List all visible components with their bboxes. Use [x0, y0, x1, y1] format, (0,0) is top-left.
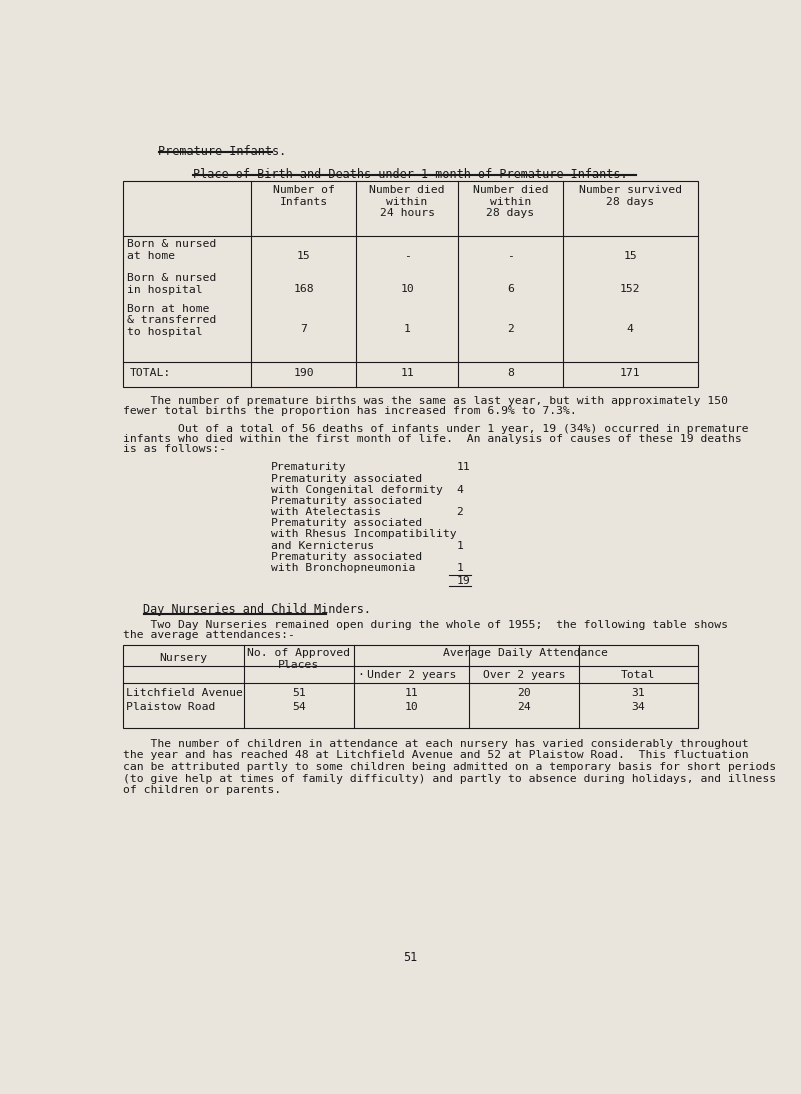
- Text: 15: 15: [623, 252, 637, 261]
- Text: fewer total births the proportion has increased from 6.9% to 7.3%.: fewer total births the proportion has in…: [123, 406, 578, 416]
- Text: 8: 8: [507, 368, 514, 377]
- Text: Nursery: Nursery: [159, 652, 207, 663]
- Text: Born & nursed
in hospital: Born & nursed in hospital: [127, 274, 216, 294]
- Text: 171: 171: [620, 368, 641, 377]
- Text: with Congenital deformity: with Congenital deformity: [271, 485, 442, 494]
- Text: Prematurity: Prematurity: [271, 463, 346, 473]
- Text: Number of
Infants: Number of Infants: [272, 185, 335, 207]
- Text: 1: 1: [457, 540, 464, 550]
- Text: 34: 34: [631, 702, 646, 712]
- Text: Prematurity associated: Prematurity associated: [271, 496, 422, 505]
- Text: 19: 19: [457, 575, 470, 585]
- Text: Born at home
& transferred
to hospital: Born at home & transferred to hospital: [127, 304, 216, 337]
- Text: the average attendances:-: the average attendances:-: [123, 630, 296, 640]
- Text: is as follows:-: is as follows:-: [123, 444, 227, 454]
- Text: and Kernicterus: and Kernicterus: [271, 540, 374, 550]
- Text: Prematurity associated: Prematurity associated: [271, 551, 422, 561]
- Text: 2: 2: [507, 324, 514, 334]
- Text: 7: 7: [300, 324, 307, 334]
- Text: Number survived
28 days: Number survived 28 days: [578, 185, 682, 207]
- Text: Prematurity associated: Prematurity associated: [271, 474, 422, 484]
- Text: 51: 51: [292, 688, 306, 698]
- Text: Number died
within
28 days: Number died within 28 days: [473, 185, 549, 219]
- Text: infants who died within the first month of life.  An analysis of causes of these: infants who died within the first month …: [123, 434, 742, 444]
- Bar: [123, 181, 698, 387]
- Text: 152: 152: [620, 283, 641, 294]
- Text: Prematurity associated: Prematurity associated: [271, 519, 422, 528]
- Text: Under 2 years: Under 2 years: [367, 670, 457, 679]
- Text: 2: 2: [457, 507, 464, 517]
- Text: 31: 31: [631, 688, 646, 698]
- Text: 10: 10: [405, 702, 419, 712]
- Text: with Rhesus Incompatibility: with Rhesus Incompatibility: [271, 529, 457, 539]
- Text: The number of children in attendance at each nursery has varied considerably thr: The number of children in attendance at …: [123, 738, 776, 795]
- Text: with Bronchopneumonia: with Bronchopneumonia: [271, 563, 415, 573]
- Text: 51: 51: [403, 952, 417, 964]
- Text: Out of a total of 56 deaths of infants under 1 year, 19 (34%) occurred in premat: Out of a total of 56 deaths of infants u…: [123, 423, 749, 434]
- Text: with Atelectasis: with Atelectasis: [271, 507, 380, 517]
- Text: 6: 6: [507, 283, 514, 294]
- Text: Place of Birth and Deaths under 1 month of Premature Infants.: Place of Birth and Deaths under 1 month …: [193, 168, 627, 182]
- Text: 11: 11: [405, 688, 419, 698]
- Text: 168: 168: [293, 283, 314, 294]
- Text: 11: 11: [457, 463, 470, 473]
- Text: No. of Approved
Places: No. of Approved Places: [248, 648, 351, 670]
- Text: Premature Infants.: Premature Infants.: [159, 146, 287, 159]
- Text: 15: 15: [296, 252, 311, 261]
- Text: 4: 4: [627, 324, 634, 334]
- Text: 11: 11: [400, 368, 414, 377]
- Text: Average Daily Attendance: Average Daily Attendance: [444, 648, 609, 657]
- Text: 54: 54: [292, 702, 306, 712]
- Text: Number died
within
24 hours: Number died within 24 hours: [369, 185, 445, 219]
- Text: Litchfield Avenue: Litchfield Avenue: [127, 688, 244, 698]
- Text: Day Nurseries and Child Minders.: Day Nurseries and Child Minders.: [143, 603, 371, 616]
- Text: 1: 1: [404, 324, 410, 334]
- Text: -: -: [507, 252, 514, 261]
- Text: Two Day Nurseries remained open during the whole of 1955;  the following table s: Two Day Nurseries remained open during t…: [123, 620, 728, 630]
- Text: TOTAL:: TOTAL:: [130, 368, 171, 377]
- Text: 20: 20: [517, 688, 531, 698]
- Text: Total: Total: [621, 670, 655, 679]
- Text: 4: 4: [457, 485, 464, 494]
- Bar: [123, 644, 698, 728]
- Text: 10: 10: [400, 283, 414, 294]
- Text: Plaistow Road: Plaistow Road: [127, 702, 215, 712]
- Text: -: -: [404, 252, 410, 261]
- Text: The number of premature births was the same as last year, but with approximately: The number of premature births was the s…: [123, 396, 728, 406]
- Text: 1: 1: [457, 563, 464, 573]
- Text: ·: ·: [357, 670, 364, 679]
- Text: Over 2 years: Over 2 years: [483, 670, 566, 679]
- Text: Born & nursed
at home: Born & nursed at home: [127, 240, 216, 260]
- Text: 190: 190: [293, 368, 314, 377]
- Text: 24: 24: [517, 702, 531, 712]
